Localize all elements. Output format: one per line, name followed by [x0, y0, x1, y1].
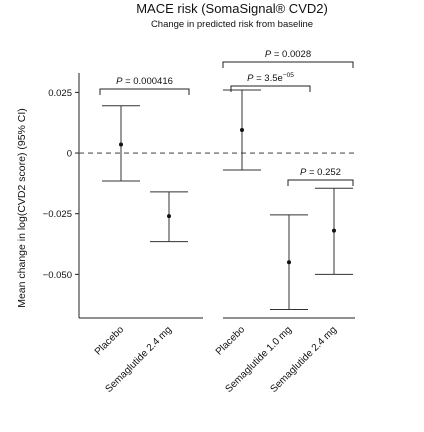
mean-point — [332, 228, 336, 233]
p-value-label: P = 3.5e−05 — [247, 72, 294, 84]
y-tick-label: 0.025 — [48, 88, 72, 99]
significance-bracket — [230, 85, 311, 92]
significance-bracket — [287, 179, 354, 186]
mean-point — [287, 260, 291, 265]
p-value-label: P = 0.252 — [300, 167, 341, 178]
category-label: Placebo — [214, 324, 248, 358]
y-tick-label: 0 — [67, 149, 72, 160]
y-tick-label: −0.025 — [43, 209, 72, 220]
y-tick-label: −0.050 — [43, 270, 72, 281]
mean-point — [119, 142, 123, 147]
chart-title: MACE risk (SomaSignal® CVD2) — [136, 1, 328, 16]
axes: 0.025 0 −0.025 −0.050 — [43, 73, 355, 319]
mean-point — [167, 214, 171, 219]
significance-bracket — [99, 88, 190, 95]
category-label: Placebo — [93, 324, 127, 358]
p-value-label: P = 0.000416 — [116, 76, 173, 87]
significance-bracket — [222, 61, 354, 68]
p-value-label: P = 0.0028 — [265, 49, 311, 60]
mean-point — [240, 128, 244, 133]
y-axis-label: Mean change in log(CVD2 score) (95% CI) — [16, 108, 28, 308]
chart-subtitle: Change in predicted risk from baseline — [151, 19, 313, 30]
